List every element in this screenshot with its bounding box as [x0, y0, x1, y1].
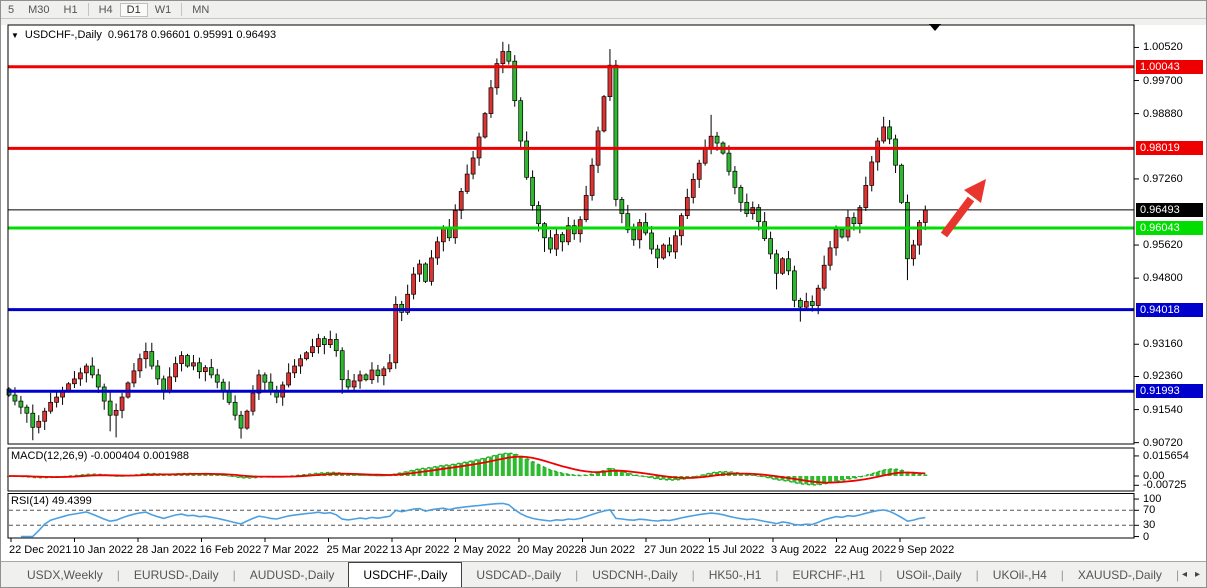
symbol-dropdown-icon[interactable]: ▼ [11, 30, 19, 40]
timeframe-button-d1[interactable]: D1 [119, 2, 148, 17]
tab-separator: | [1060, 567, 1064, 582]
tab-usdcnh-daily[interactable]: USDCNH-,Daily [592, 567, 678, 582]
timeframe-button-5[interactable]: 5 [8, 3, 15, 16]
tab-usoil-daily[interactable]: USOil-,Daily [896, 567, 962, 582]
symbol-name: USDCHF-,Daily [24, 29, 102, 41]
tab-usdcad-daily[interactable]: USDCAD-,Daily [476, 567, 562, 582]
tab-ukoil-h4[interactable]: UKOil-,H4 [992, 567, 1047, 582]
tab-hk50-h1[interactable]: HK50-,H1 [708, 567, 762, 582]
tab-separator: | [575, 567, 579, 582]
timeframe-button-h1[interactable]: H1 [63, 3, 78, 16]
timeframe-toolbar: 5 M30 H1 H4 D1 W1 MN [1, 1, 1206, 19]
tab-bar-lead [1, 562, 13, 587]
ohlc-values: 0.96178 0.96601 0.95991 0.96493 [107, 29, 277, 41]
toolbar-gap [1, 18, 1206, 25]
tab-eurchf-h1[interactable]: EURCHF-,H1 [792, 567, 866, 582]
timeframe-button-m30[interactable]: M30 [28, 3, 50, 16]
timeframe-button-h4[interactable]: H4 [98, 3, 113, 16]
tab-usdx-weekly[interactable]: USDX,Weekly [27, 567, 103, 582]
tab-separator: | [1175, 567, 1180, 582]
toolbar-separator [181, 3, 183, 16]
tab-scroll-right-icon[interactable]: ▸ [1194, 569, 1200, 580]
tab-scroll-left-icon[interactable]: ◂ [1181, 569, 1187, 580]
tab-separator: | [879, 567, 883, 582]
timeframe-button-mn[interactable]: MN [192, 3, 210, 16]
rsi-label: RSI(14) 49.4399 [11, 495, 92, 507]
tab-scroll-nav: ◂ ▸ [1182, 562, 1200, 587]
tab-audusd-daily[interactable]: AUDUSD-,Daily [249, 567, 335, 582]
tab-usdchf-daily[interactable]: USDCHF-,Daily [348, 562, 463, 587]
timeframe-button-w1[interactable]: W1 [154, 3, 172, 16]
toolbar-separator [87, 3, 89, 16]
symbol-tab-bar: USDX,Weekly | EURUSD-,Daily | AUDUSD-,Daily U… [1, 561, 1206, 587]
chart-title: ▼ USDCHF-,Daily 0.96178 0.96601 0.95991 … [11, 29, 276, 41]
tab-separator: | [232, 567, 236, 582]
tab-separator: | [116, 567, 120, 582]
tab-xauusd-daily[interactable]: XAUUSD-,Daily [1077, 567, 1162, 582]
tab-separator: | [975, 567, 979, 582]
chart-background[interactable] [1, 25, 1206, 564]
macd-label: MACD(12,26,9) -0.000404 0.001988 [11, 450, 189, 462]
tab-eurusd-daily[interactable]: EURUSD-,Daily [133, 567, 219, 582]
tab-separator: | [775, 567, 779, 582]
tab-separator: | [691, 567, 695, 582]
tabs-container: USDX,Weekly | EURUSD-,Daily | AUDUSD-,Daily U… [13, 562, 1179, 587]
